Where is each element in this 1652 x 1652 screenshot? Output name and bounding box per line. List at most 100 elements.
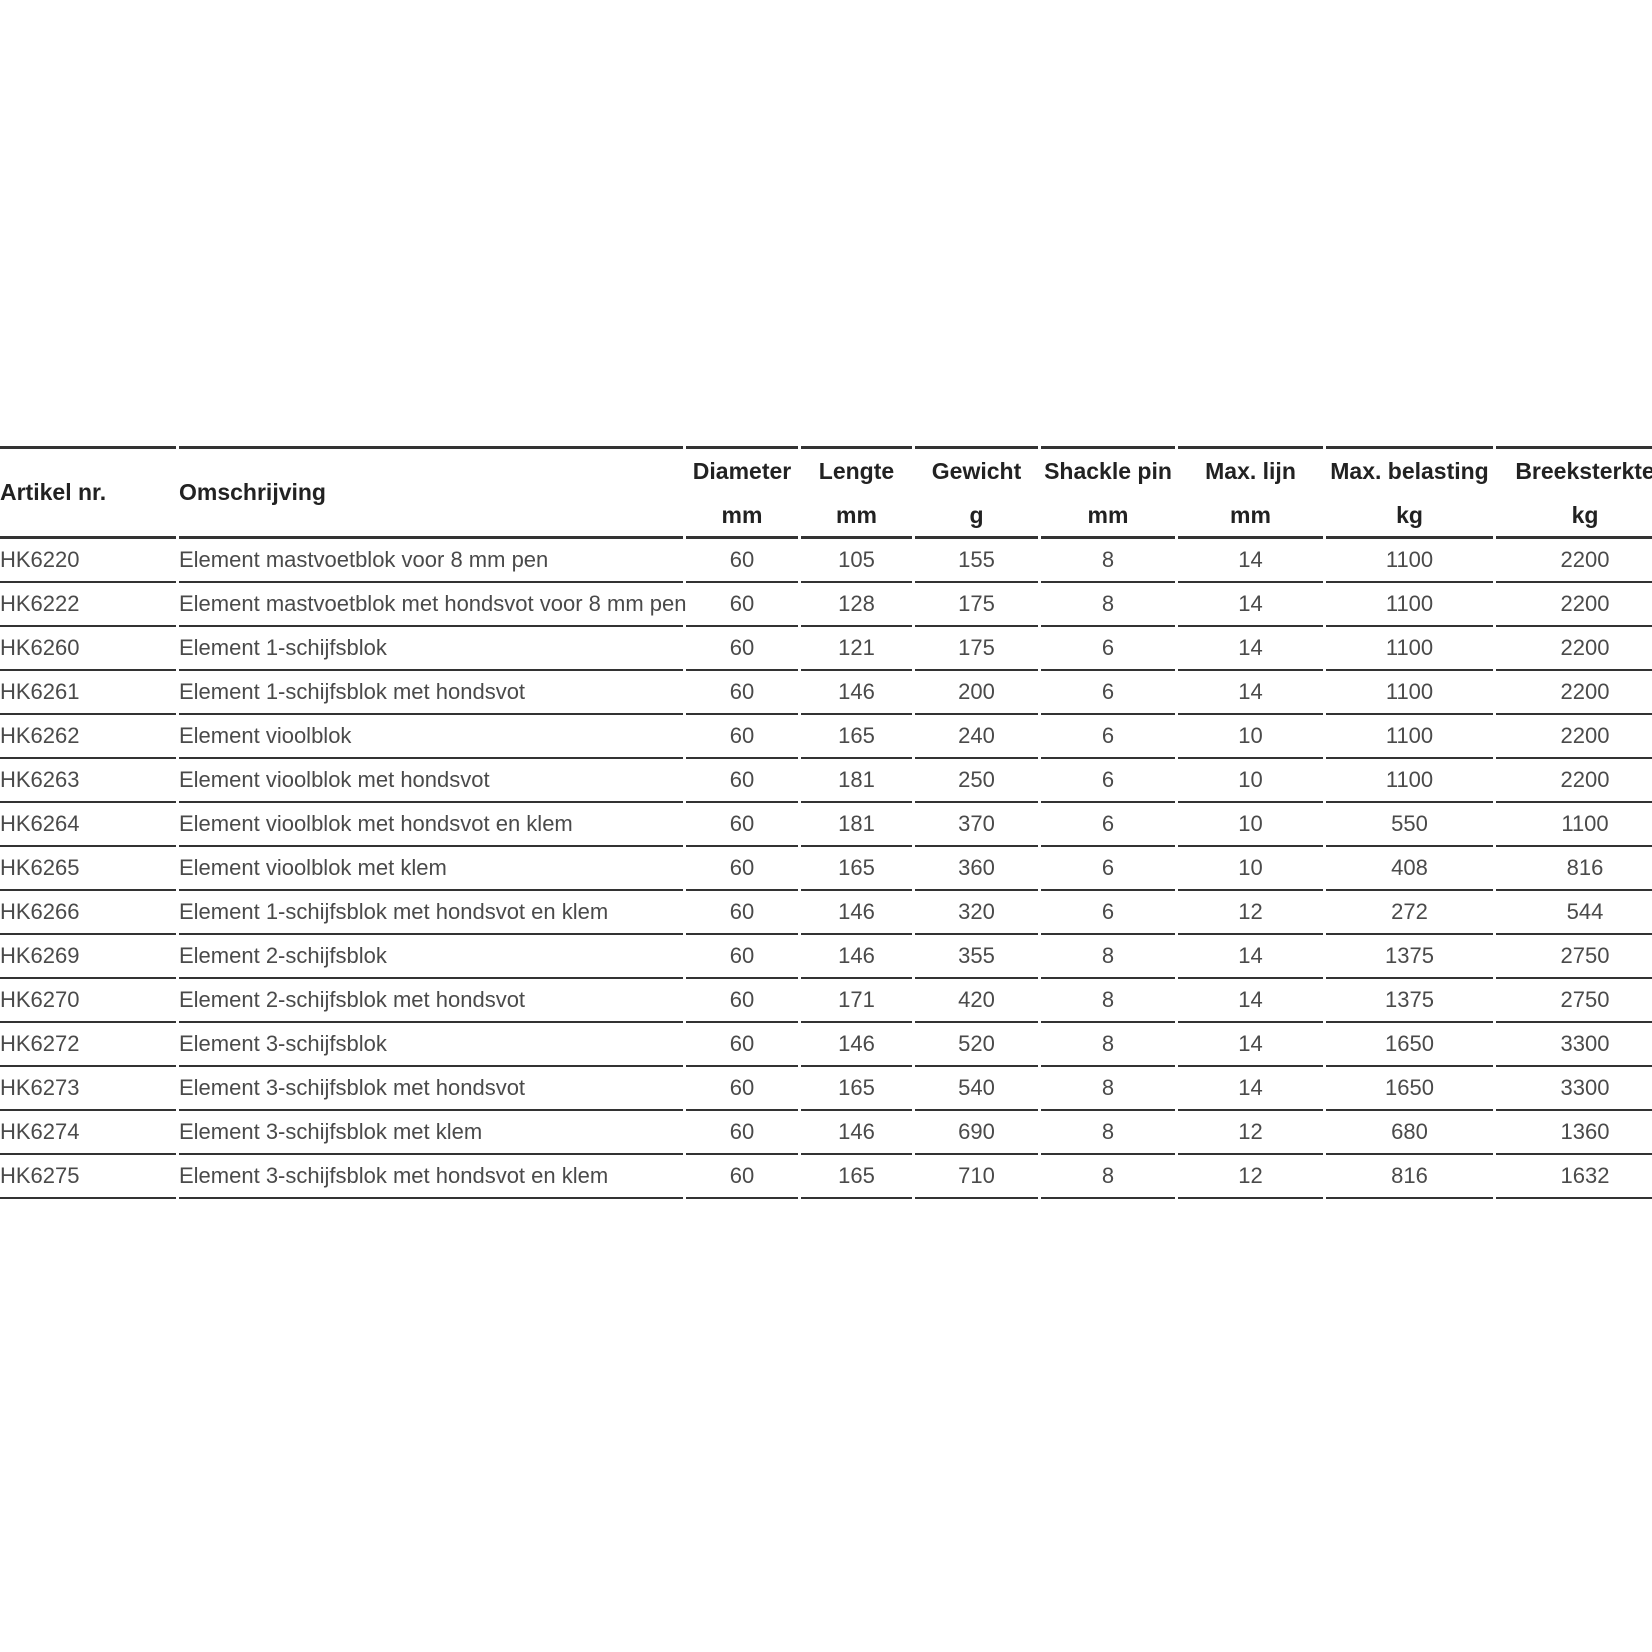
description: Element 3-schijfsblok: [179, 1023, 683, 1067]
cell-value: 1100: [1496, 803, 1652, 847]
cell-value: 8: [1041, 1111, 1175, 1155]
table-row: HK6266 Element 1-schijfsblok met hondsvot…: [0, 891, 1652, 935]
spec-table: Artikel nr. Omschrijving Diameter Lengte Gew…: [0, 446, 1652, 1199]
article-number: HK6270: [0, 979, 176, 1023]
cell-value: 2200: [1496, 627, 1652, 671]
cell-value: 6: [1041, 715, 1175, 759]
cell-value: 14: [1178, 539, 1323, 583]
column-header: Artikel nr.: [0, 446, 176, 539]
cell-value: 10: [1178, 759, 1323, 803]
column-unit: mm: [1041, 494, 1175, 539]
table-row: HK6270 Element 2-schijfsblok met hondsvot…: [0, 979, 1652, 1023]
article-number: HK6269: [0, 935, 176, 979]
article-number: HK6265: [0, 847, 176, 891]
column-unit: g: [915, 494, 1038, 539]
description: Element vioolblok met hondsvot: [179, 759, 683, 803]
cell-value: 12: [1178, 1111, 1323, 1155]
cell-value: 181: [801, 759, 912, 803]
column-unit: kg: [1496, 494, 1652, 539]
cell-value: 1100: [1326, 715, 1493, 759]
cell-value: 14: [1178, 979, 1323, 1023]
table-row: HK6274 Element 3-schijfsblok met klem 60 14…: [0, 1111, 1652, 1155]
column-header: Max. belasting: [1326, 446, 1493, 494]
article-number: HK6264: [0, 803, 176, 847]
cell-value: 1650: [1326, 1023, 1493, 1067]
cell-value: 1100: [1326, 539, 1493, 583]
column-header: Omschrijving: [179, 446, 683, 539]
cell-value: 2200: [1496, 671, 1652, 715]
article-number: HK6222: [0, 583, 176, 627]
cell-value: 816: [1326, 1155, 1493, 1199]
cell-value: 370: [915, 803, 1038, 847]
cell-value: 250: [915, 759, 1038, 803]
column-unit: mm: [801, 494, 912, 539]
description: Element 2-schijfsblok met hondsvot: [179, 979, 683, 1023]
cell-value: 60: [686, 539, 798, 583]
cell-value: 165: [801, 715, 912, 759]
cell-value: 10: [1178, 803, 1323, 847]
description: Element mastvoetblok met hondsvot voor 8…: [179, 583, 686, 627]
cell-value: 14: [1178, 1067, 1323, 1111]
cell-value: 8: [1041, 1023, 1175, 1067]
cell-value: 60: [686, 671, 798, 715]
cell-value: 14: [1178, 627, 1323, 671]
description: Element 1-schijfsblok met hondsvot en kl…: [179, 891, 683, 935]
cell-value: 8: [1041, 583, 1175, 627]
description: Element vioolblok met hondsvot en klem: [179, 803, 683, 847]
article-number: HK6272: [0, 1023, 176, 1067]
cell-value: 146: [801, 1023, 912, 1067]
table-row: HK6261 Element 1-schijfsblok met hondsvot…: [0, 671, 1652, 715]
cell-value: 146: [801, 1111, 912, 1155]
cell-value: 3300: [1496, 1067, 1652, 1111]
description: Element 1-schijfsblok: [179, 627, 683, 671]
table-row: HK6272 Element 3-schijfsblok 60 146 520 8 14 16…: [0, 1023, 1652, 1067]
cell-value: 272: [1326, 891, 1493, 935]
article-number: HK6261: [0, 671, 176, 715]
cell-value: 146: [801, 935, 912, 979]
table-row: HK6269 Element 2-schijfsblok 60 146 355 8 14 13…: [0, 935, 1652, 979]
cell-value: 2200: [1496, 583, 1652, 627]
table-row: HK6222 Element mastvoetblok met hondsvot …: [0, 583, 1652, 627]
cell-value: 6: [1041, 627, 1175, 671]
article-number: HK6275: [0, 1155, 176, 1199]
cell-value: 14: [1178, 935, 1323, 979]
table-row: HK6260 Element 1-schijfsblok 60 121 175 6 14 11…: [0, 627, 1652, 671]
cell-value: 2750: [1496, 979, 1652, 1023]
table-row: HK6264 Element vioolblok met hondsvot en …: [0, 803, 1652, 847]
cell-value: 60: [686, 1067, 798, 1111]
cell-value: 146: [801, 671, 912, 715]
cell-value: 14: [1178, 1023, 1323, 1067]
cell-value: 12: [1178, 891, 1323, 935]
article-number: HK6274: [0, 1111, 176, 1155]
cell-value: 2200: [1496, 759, 1652, 803]
cell-value: 128: [801, 583, 912, 627]
table-row: HK6262 Element vioolblok 60 165 240 6 10 1100 22…: [0, 715, 1652, 759]
cell-value: 420: [915, 979, 1038, 1023]
cell-value: 60: [686, 715, 798, 759]
table-row: HK6273 Element 3-schijfsblok met hondsvot…: [0, 1067, 1652, 1111]
cell-value: 240: [915, 715, 1038, 759]
header-names: Artikel nr. Omschrijving Diameter Lengte Gew…: [0, 446, 1652, 539]
column-header: Gewicht: [915, 446, 1038, 494]
description: Element 3-schijfsblok met hondsvot: [179, 1067, 683, 1111]
cell-value: 8: [1041, 979, 1175, 1023]
description: Element mastvoetblok voor 8 mm pen: [179, 539, 683, 583]
cell-value: 2750: [1496, 935, 1652, 979]
cell-value: 8: [1041, 1067, 1175, 1111]
cell-value: 171: [801, 979, 912, 1023]
cell-value: 816: [1496, 847, 1652, 891]
cell-value: 10: [1178, 715, 1323, 759]
table-row: HK6220 Element mastvoetblok voor 8 mm pen…: [0, 539, 1652, 583]
column-header: Lengte: [801, 446, 912, 494]
cell-value: 1375: [1326, 935, 1493, 979]
table-row: HK6265 Element vioolblok met klem 60 165 360…: [0, 847, 1652, 891]
cell-value: 60: [686, 935, 798, 979]
cell-value: 520: [915, 1023, 1038, 1067]
cell-value: 14: [1178, 671, 1323, 715]
cell-value: 10: [1178, 847, 1323, 891]
cell-value: 14: [1178, 583, 1323, 627]
cell-value: 1650: [1326, 1067, 1493, 1111]
cell-value: 60: [686, 1155, 798, 1199]
article-number: HK6220: [0, 539, 176, 583]
description: Element 1-schijfsblok met hondsvot: [179, 671, 683, 715]
